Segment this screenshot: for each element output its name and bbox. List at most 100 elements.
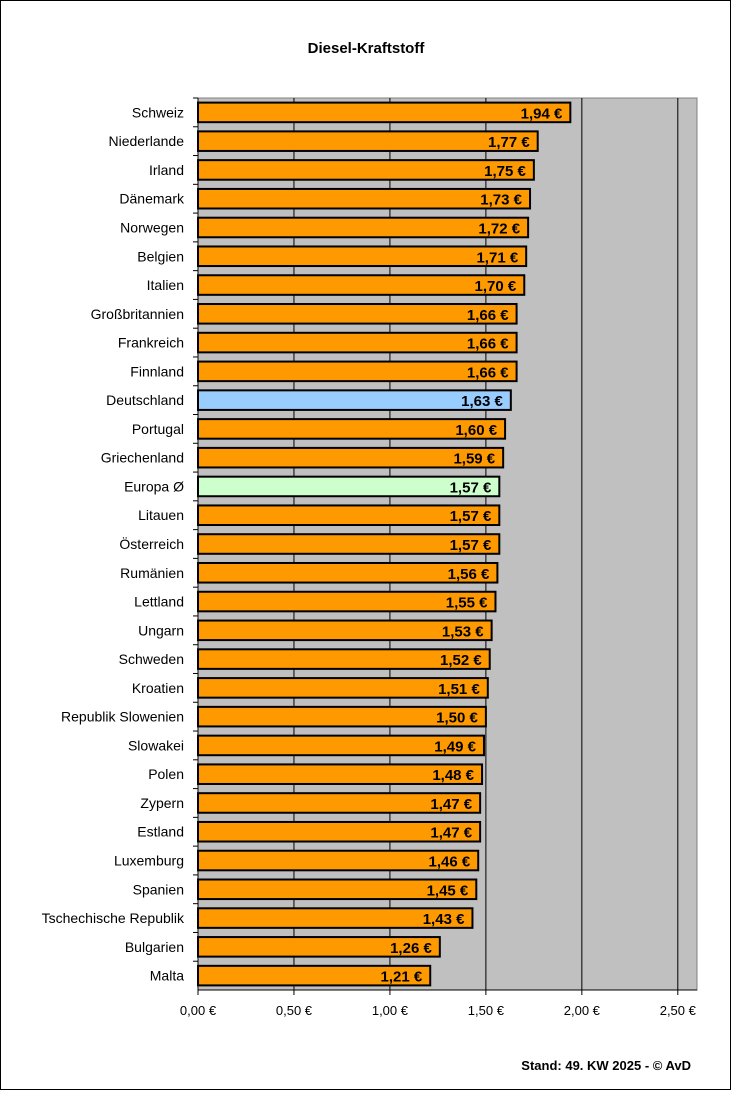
data-label: 1,57 €: [450, 508, 492, 525]
data-label: 1,57 €: [450, 479, 492, 496]
bar: [197, 677, 489, 699]
category-label: Zypern: [140, 795, 184, 811]
bar: [197, 101, 572, 124]
bar: [197, 475, 501, 498]
data-label: 1,94 €: [521, 105, 563, 122]
x-tick-label: 1,50 €: [468, 1003, 505, 1018]
bar: [197, 705, 487, 728]
data-label: 1,70 €: [475, 278, 517, 295]
category-label: Finnland: [130, 363, 184, 379]
data-label: 1,72 €: [478, 220, 520, 237]
category-label: Deutschland: [106, 392, 184, 408]
category-label: Frankreich: [118, 335, 184, 351]
data-label: 1,60 €: [455, 422, 497, 439]
bar: [197, 561, 499, 584]
category-label: Polen: [148, 766, 184, 782]
category-label: Dänemark: [119, 191, 185, 207]
category-label: Europa Ø: [124, 478, 184, 494]
data-label: 1,50 €: [436, 710, 478, 727]
category-label: Kroatien: [132, 680, 184, 696]
data-label: 1,48 €: [432, 767, 474, 784]
bar: [197, 360, 518, 383]
category-label: Bulgarien: [125, 939, 184, 955]
data-label: 1,52 €: [440, 652, 482, 669]
data-label: 1,71 €: [476, 249, 518, 266]
category-label: Litauen: [138, 507, 184, 523]
data-label: 1,43 €: [423, 911, 465, 928]
bar: [197, 648, 491, 670]
category-label: Luxemburg: [114, 853, 184, 869]
bar: [197, 734, 485, 757]
category-label: Lettland: [134, 594, 184, 610]
bar: [197, 418, 507, 440]
data-label: 1,66 €: [467, 336, 509, 353]
data-label: 1,66 €: [467, 364, 509, 381]
category-label: Slowakei: [128, 737, 184, 753]
data-label: 1,57 €: [450, 537, 492, 554]
category-label: Griechenland: [101, 450, 184, 466]
bar: [197, 216, 530, 239]
x-tick-label: 2,00 €: [564, 1003, 601, 1018]
bar: [197, 303, 518, 325]
category-label: Portugal: [132, 421, 184, 437]
bar: [197, 763, 484, 785]
category-label: Republik Slowenien: [61, 709, 184, 725]
bar: [197, 504, 501, 527]
bar: [197, 792, 482, 814]
x-tick-label: 0,50 €: [276, 1003, 313, 1018]
data-label: 1,49 €: [434, 738, 476, 755]
bar: [197, 964, 432, 987]
category-label: Spanien: [133, 881, 184, 897]
category-label: Großbritannien: [91, 306, 184, 322]
data-label: 1,47 €: [430, 796, 472, 813]
bar: [197, 187, 532, 210]
bar: [197, 849, 480, 872]
bar: [197, 907, 474, 929]
category-label: Estland: [137, 824, 184, 840]
category-label: Österreich: [119, 535, 184, 552]
category-label: Italien: [147, 277, 184, 293]
bar: [197, 274, 526, 296]
bar: [197, 878, 478, 901]
data-label: 1,73 €: [480, 192, 522, 209]
data-label: 1,55 €: [446, 595, 488, 612]
category-label: Malta: [150, 968, 184, 984]
bar: [197, 245, 528, 268]
category-label: Niederlande: [109, 133, 185, 149]
data-label: 1,26 €: [390, 940, 432, 957]
category-label: Schweiz: [132, 104, 184, 120]
bar: [197, 590, 497, 613]
data-label: 1,59 €: [453, 451, 495, 468]
category-label: Norwegen: [120, 219, 184, 235]
category-label: Irland: [149, 162, 184, 178]
bar: [197, 331, 518, 354]
data-label: 1,47 €: [430, 825, 472, 842]
data-label: 1,45 €: [427, 882, 469, 899]
bar: [197, 389, 512, 411]
data-label: 1,21 €: [381, 969, 423, 986]
data-label: 1,63 €: [461, 393, 503, 410]
category-label: Ungarn: [138, 622, 184, 638]
data-label: 1,77 €: [488, 134, 530, 151]
chart-title: Diesel-Kraftstoff: [308, 40, 426, 57]
bar: [197, 936, 441, 958]
x-tick-label: 1,00 €: [372, 1003, 409, 1018]
data-label: 1,46 €: [428, 854, 470, 871]
data-label: 1,56 €: [448, 566, 490, 583]
bar: [197, 619, 493, 642]
bar: [197, 159, 535, 181]
data-label: 1,51 €: [438, 681, 480, 698]
category-label: Belgien: [137, 248, 184, 264]
data-label: 1,66 €: [467, 307, 509, 324]
bar: [197, 533, 501, 555]
chart-footer: Stand: 49. KW 2025 - © AvD: [521, 1058, 691, 1073]
x-tick-label: 0,00 €: [180, 1003, 217, 1018]
category-label: Rumänien: [120, 565, 184, 581]
x-tick-label: 2,50 €: [660, 1003, 697, 1018]
bar: [197, 446, 505, 469]
category-label: Schweden: [119, 651, 184, 667]
data-label: 1,53 €: [442, 623, 484, 640]
data-label: 1,75 €: [484, 163, 526, 180]
